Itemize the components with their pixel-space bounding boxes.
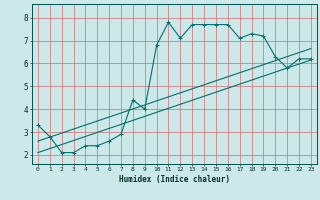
- X-axis label: Humidex (Indice chaleur): Humidex (Indice chaleur): [119, 175, 230, 184]
